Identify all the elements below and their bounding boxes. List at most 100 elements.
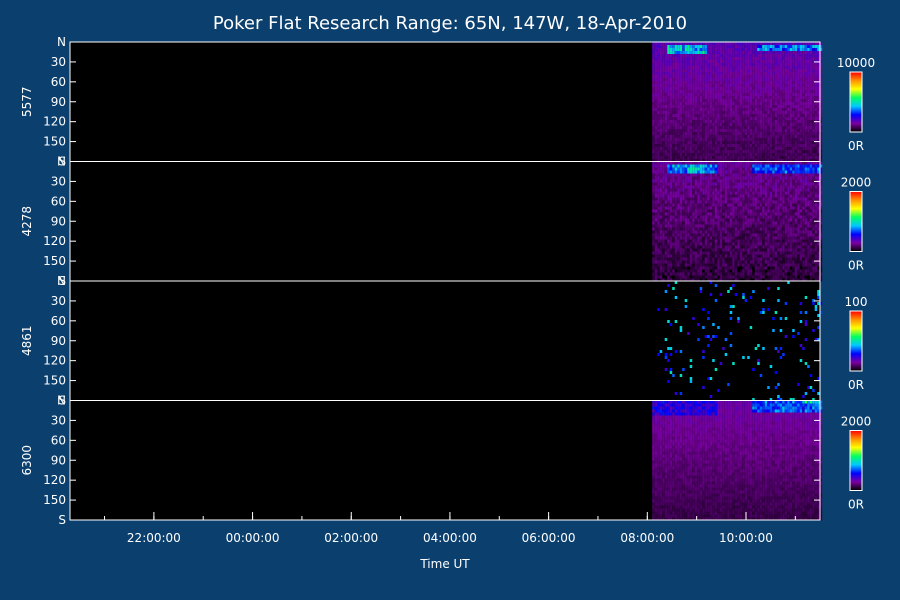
data-cell	[772, 275, 775, 279]
data-cell	[697, 260, 700, 264]
data-cell	[717, 75, 720, 78]
data-cell	[734, 170, 738, 174]
data-cell	[769, 63, 773, 66]
data-cell	[787, 144, 790, 147]
data-cell	[787, 194, 790, 198]
data-cell	[669, 197, 673, 201]
data-cell	[689, 120, 693, 123]
data-cell	[664, 260, 668, 264]
data-cell	[739, 251, 743, 255]
data-cell	[784, 170, 788, 174]
data-cell	[684, 63, 688, 66]
data-cell	[724, 93, 728, 96]
data-cell	[752, 66, 755, 69]
data-cell	[792, 164, 795, 168]
data-cell	[692, 245, 695, 249]
data-cell	[744, 69, 748, 72]
data-cell	[782, 275, 785, 279]
data-cell	[817, 48, 820, 51]
data-cell	[674, 275, 678, 279]
data-cell	[667, 42, 670, 45]
data-cell	[757, 117, 760, 120]
data-cell	[724, 197, 728, 201]
data-cell	[692, 75, 695, 78]
data-cell	[679, 96, 683, 99]
data-cell	[697, 215, 700, 219]
data-cell	[772, 236, 775, 240]
data-cell	[659, 209, 663, 213]
data-cell	[779, 87, 783, 90]
data-cell	[657, 254, 660, 258]
data-cell	[759, 185, 763, 189]
data-cell	[664, 156, 668, 159]
data-cell	[654, 260, 658, 264]
data-cell	[719, 60, 723, 63]
data-cell	[662, 188, 665, 192]
data-cell	[764, 251, 768, 255]
data-cell	[654, 120, 658, 123]
data-cell	[739, 239, 743, 243]
data-cell	[724, 266, 728, 270]
data-cell	[662, 60, 665, 63]
data-cell	[704, 275, 708, 279]
data-cell	[672, 272, 675, 276]
data-cell	[684, 173, 688, 177]
data-cell	[687, 215, 690, 219]
data-cell	[672, 200, 675, 204]
data-cell	[789, 167, 793, 171]
data-cell	[744, 147, 748, 150]
data-cell	[809, 114, 813, 117]
data-cell	[732, 242, 735, 246]
data-cell	[674, 248, 678, 252]
data-cell	[709, 126, 713, 129]
data-cell	[747, 147, 750, 150]
data-cell	[759, 215, 763, 219]
data-cell	[732, 66, 735, 69]
data-cell	[787, 197, 790, 201]
data-cell	[792, 254, 795, 258]
data-cell	[812, 99, 815, 102]
data-cell	[752, 251, 755, 255]
data-cell	[782, 63, 785, 66]
data-cell	[692, 206, 695, 210]
data-cell	[697, 117, 700, 120]
data-cell	[759, 99, 763, 102]
data-cell	[667, 203, 670, 207]
data-cell	[759, 224, 763, 228]
data-cell	[669, 218, 673, 222]
data-cell	[722, 194, 725, 198]
data-cell	[732, 48, 735, 51]
data-cell	[754, 69, 758, 72]
data-cell	[759, 164, 763, 168]
data-cell	[729, 191, 733, 195]
data-cell	[759, 114, 763, 117]
data-cell	[789, 54, 793, 57]
data-cell	[742, 179, 745, 183]
data-cell	[819, 105, 823, 108]
data-cell	[702, 72, 705, 75]
data-cell	[742, 123, 745, 126]
data-cell	[809, 108, 813, 111]
data-cell	[782, 84, 785, 87]
data-cell	[792, 206, 795, 210]
data-cell	[724, 176, 728, 180]
data-cell	[712, 84, 715, 87]
data-cell	[704, 179, 708, 183]
data-cell	[792, 135, 795, 138]
data-cell	[717, 99, 720, 102]
data-cell	[802, 57, 805, 60]
data-cell	[792, 170, 795, 174]
data-cell	[672, 248, 675, 252]
data-cell	[792, 111, 795, 114]
data-cell	[674, 179, 678, 183]
data-cell	[684, 242, 688, 246]
data-cell	[777, 269, 780, 273]
data-cell	[652, 72, 655, 75]
data-cell	[667, 111, 670, 114]
data-cell	[672, 120, 675, 123]
data-cell	[774, 81, 778, 84]
data-cell	[734, 230, 738, 234]
data-cell	[722, 254, 725, 258]
data-cell	[674, 254, 678, 258]
data-cell	[792, 212, 795, 216]
